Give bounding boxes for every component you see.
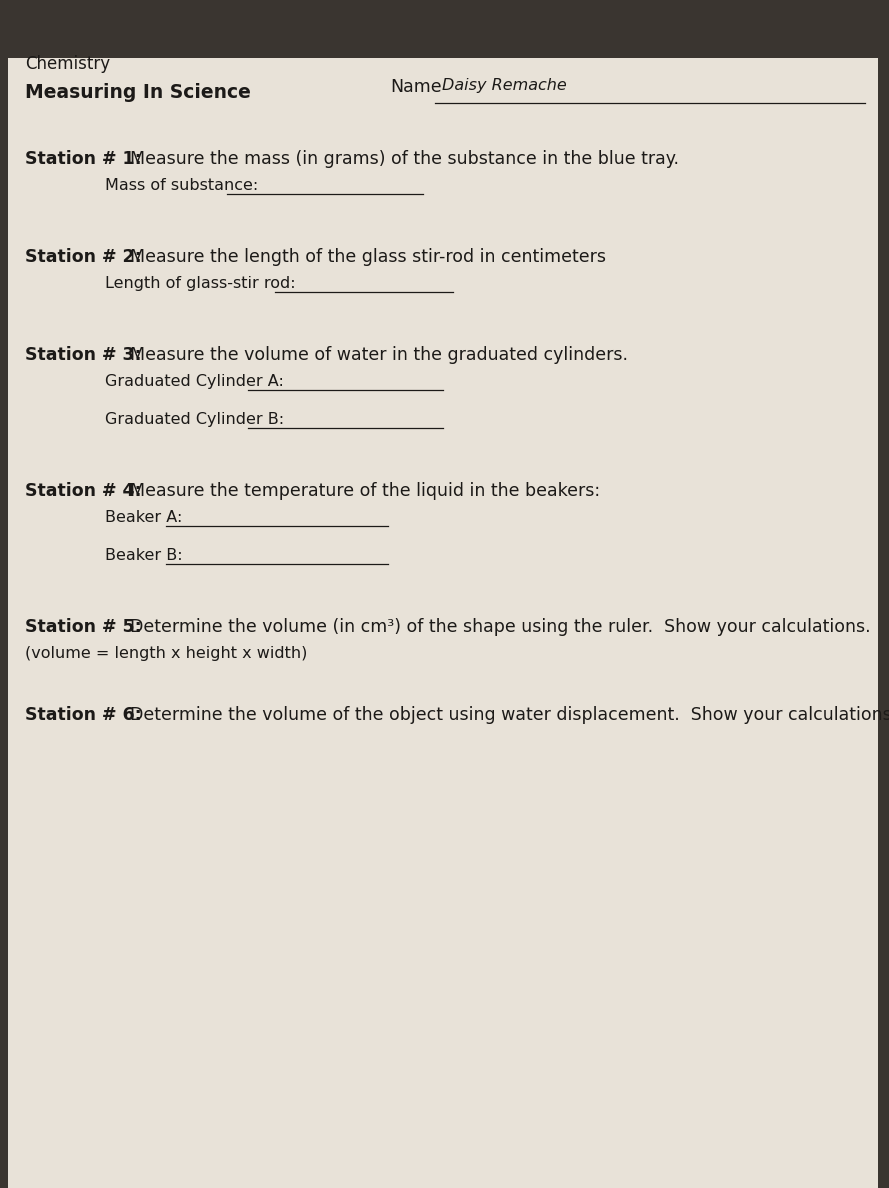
Text: Determine the volume of the object using water displacement.  Show your calculat: Determine the volume of the object using…	[118, 706, 889, 723]
Text: Station # 1:: Station # 1:	[25, 150, 141, 168]
Text: Mass of substance:: Mass of substance:	[105, 178, 258, 192]
Text: Determine the volume (in cm³) of the shape using the ruler.  Show your calculati: Determine the volume (in cm³) of the sha…	[118, 618, 870, 636]
Text: Measure the temperature of the liquid in the beakers:: Measure the temperature of the liquid in…	[118, 482, 600, 500]
Text: Measure the mass (in grams) of the substance in the blue tray.: Measure the mass (in grams) of the subst…	[118, 150, 678, 168]
Text: Measure the volume of water in the graduated cylinders.: Measure the volume of water in the gradu…	[118, 346, 628, 364]
Text: Station # 4:: Station # 4:	[25, 482, 141, 500]
Text: Daisy Remache: Daisy Remache	[442, 78, 567, 93]
FancyBboxPatch shape	[8, 58, 878, 1188]
Text: Name: Name	[390, 78, 442, 96]
Text: Station # 2:: Station # 2:	[25, 248, 141, 266]
Text: Measuring In Science: Measuring In Science	[25, 83, 251, 102]
Text: Graduated Cylinder A:: Graduated Cylinder A:	[105, 374, 284, 388]
Text: Station # 3:: Station # 3:	[25, 346, 141, 364]
Text: Station # 6:: Station # 6:	[25, 706, 141, 723]
Text: Beaker A:: Beaker A:	[105, 510, 182, 525]
Text: Beaker B:: Beaker B:	[105, 548, 182, 563]
Text: Measure the length of the glass stir-rod in centimeters: Measure the length of the glass stir-rod…	[118, 248, 605, 266]
Text: (volume = length x height x width): (volume = length x height x width)	[25, 646, 308, 661]
Text: Chemistry: Chemistry	[25, 55, 110, 72]
Text: Station # 5:: Station # 5:	[25, 618, 141, 636]
Text: Graduated Cylinder B:: Graduated Cylinder B:	[105, 412, 284, 426]
Text: Length of glass-stir rod:: Length of glass-stir rod:	[105, 276, 296, 291]
